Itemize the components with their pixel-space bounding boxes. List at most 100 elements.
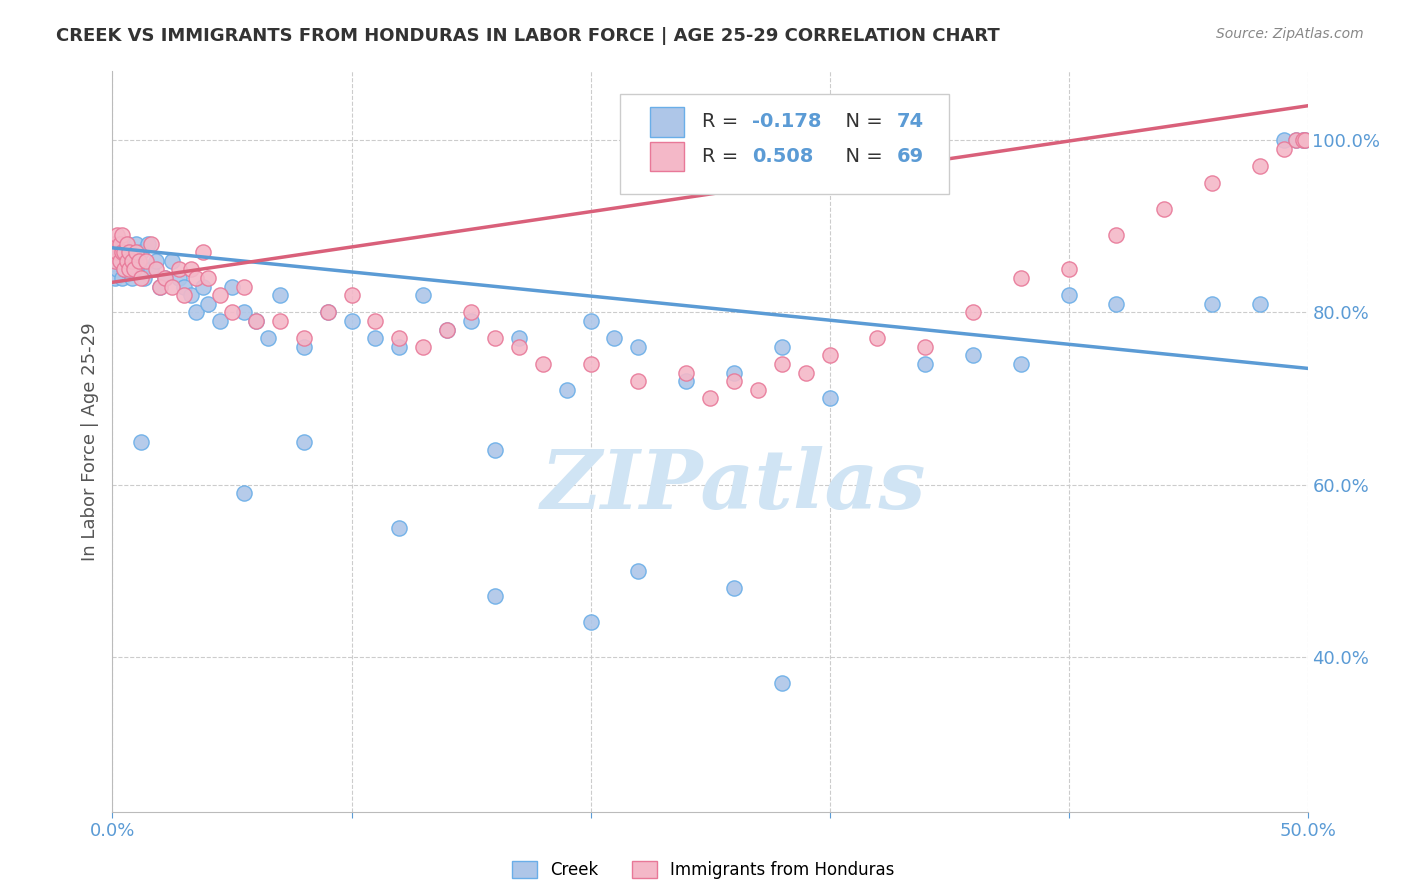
- Point: [1272, 142, 1295, 156]
- Point: [186, 305, 208, 319]
- Point: [747, 383, 769, 397]
- Point: [114, 253, 135, 268]
- Point: [104, 236, 127, 251]
- Point: [699, 392, 721, 406]
- Point: [129, 271, 152, 285]
- Point: [340, 314, 363, 328]
- Point: [138, 236, 160, 251]
- Point: [197, 297, 219, 311]
- Point: [962, 348, 984, 362]
- Point: [186, 271, 208, 285]
- Point: [794, 366, 817, 380]
- Text: 69: 69: [897, 147, 924, 166]
- Point: [108, 236, 131, 251]
- Point: [149, 279, 172, 293]
- Point: [108, 245, 131, 260]
- Point: [508, 340, 530, 354]
- Point: [627, 374, 650, 388]
- Point: [603, 331, 626, 345]
- Text: 0.508: 0.508: [752, 147, 813, 166]
- Point: [364, 331, 387, 345]
- Point: [108, 253, 131, 268]
- Point: [1249, 297, 1271, 311]
- Point: [1294, 133, 1316, 147]
- Point: [121, 253, 143, 268]
- Point: [162, 253, 183, 268]
- Point: [111, 245, 134, 260]
- Point: [1272, 133, 1295, 147]
- Point: [115, 253, 138, 268]
- Point: [770, 675, 793, 690]
- Point: [111, 245, 134, 260]
- Point: [460, 305, 482, 319]
- Point: [770, 340, 793, 354]
- Point: [723, 374, 745, 388]
- Point: [316, 305, 339, 319]
- Point: [436, 323, 458, 337]
- Legend: Creek, Immigrants from Honduras: Creek, Immigrants from Honduras: [512, 861, 894, 880]
- Point: [818, 348, 841, 362]
- Point: [125, 236, 148, 251]
- Point: [269, 314, 291, 328]
- Point: [111, 253, 134, 268]
- Point: [245, 314, 267, 328]
- Text: CREEK VS IMMIGRANTS FROM HONDURAS IN LABOR FORCE | AGE 25-29 CORRELATION CHART: CREEK VS IMMIGRANTS FROM HONDURAS IN LAB…: [56, 27, 1000, 45]
- Text: Source: ZipAtlas.com: Source: ZipAtlas.com: [1216, 27, 1364, 41]
- Point: [125, 253, 148, 268]
- Point: [105, 245, 128, 260]
- Point: [1201, 297, 1223, 311]
- Point: [1249, 159, 1271, 173]
- Point: [153, 271, 176, 285]
- Point: [1057, 262, 1080, 277]
- Point: [115, 236, 138, 251]
- Point: [723, 581, 745, 595]
- Point: [412, 340, 434, 354]
- FancyBboxPatch shape: [620, 94, 949, 194]
- Point: [221, 305, 243, 319]
- Point: [257, 331, 280, 345]
- Text: -0.178: -0.178: [752, 112, 821, 131]
- Text: N =: N =: [834, 147, 889, 166]
- Point: [508, 331, 530, 345]
- Point: [1153, 202, 1175, 216]
- Point: [145, 253, 167, 268]
- Point: [149, 279, 172, 293]
- Point: [1292, 133, 1315, 147]
- Point: [233, 279, 256, 293]
- Point: [105, 262, 128, 277]
- Point: [233, 305, 256, 319]
- Text: R =: R =: [702, 112, 744, 131]
- Point: [209, 288, 232, 302]
- Point: [197, 271, 219, 285]
- Point: [627, 564, 650, 578]
- Point: [292, 340, 315, 354]
- Point: [114, 262, 135, 277]
- Point: [233, 486, 256, 500]
- Point: [675, 374, 697, 388]
- Point: [121, 253, 143, 268]
- Point: [675, 366, 697, 380]
- Point: [128, 253, 150, 268]
- Point: [105, 253, 128, 268]
- Point: [1105, 227, 1128, 242]
- Point: [818, 392, 841, 406]
- Point: [340, 288, 363, 302]
- Point: [145, 262, 167, 277]
- Point: [1010, 357, 1032, 371]
- Point: [135, 253, 157, 268]
- Point: [193, 245, 215, 260]
- Point: [531, 357, 554, 371]
- Point: [1057, 288, 1080, 302]
- Y-axis label: In Labor Force | Age 25-29: In Labor Force | Age 25-29: [80, 322, 98, 561]
- Point: [555, 383, 578, 397]
- Point: [364, 314, 387, 328]
- Point: [436, 323, 458, 337]
- Point: [269, 288, 291, 302]
- Point: [162, 279, 183, 293]
- Point: [770, 357, 793, 371]
- Point: [1105, 297, 1128, 311]
- Point: [412, 288, 434, 302]
- Point: [388, 331, 411, 345]
- Point: [114, 245, 135, 260]
- Point: [484, 331, 506, 345]
